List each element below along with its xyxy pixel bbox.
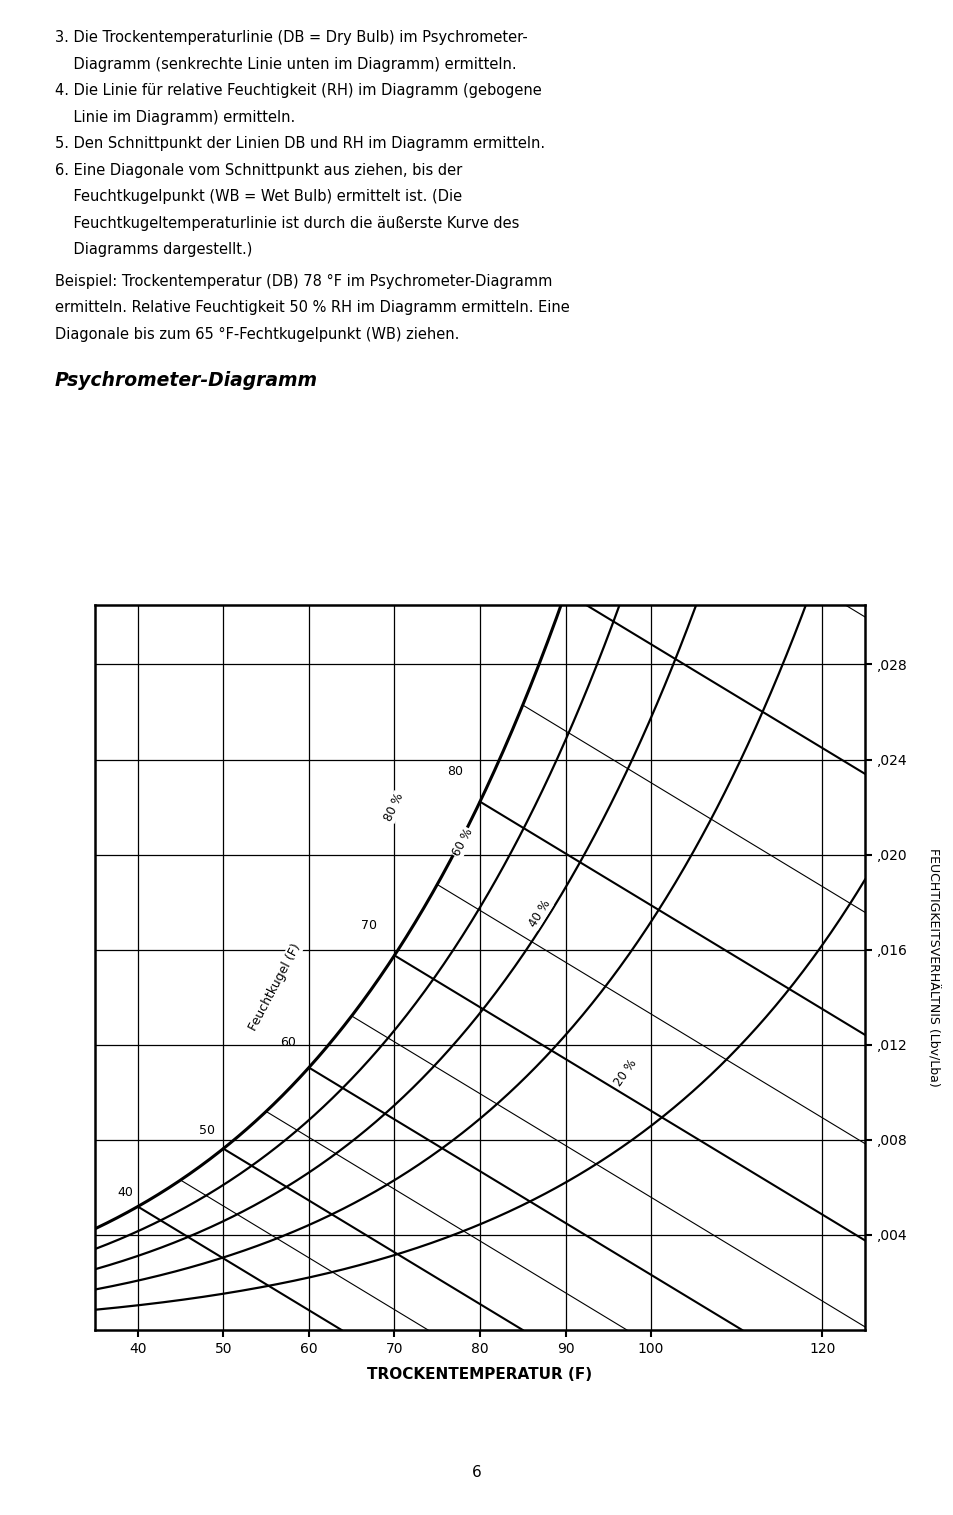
Text: Feuchtkugelpunkt (WB = Wet Bulb) ermittelt ist. (Die: Feuchtkugelpunkt (WB = Wet Bulb) ermitte… xyxy=(55,189,461,205)
X-axis label: TROCKENTEMPERATUR (F): TROCKENTEMPERATUR (F) xyxy=(367,1367,592,1382)
Text: ermitteln. Relative Feuchtigkeit 50 % RH im Diagramm ermitteln. Eine: ermitteln. Relative Feuchtigkeit 50 % RH… xyxy=(55,300,569,315)
Text: Beispiel: Trockentemperatur (DB) 78 °F im Psychrometer-Diagramm: Beispiel: Trockentemperatur (DB) 78 °F i… xyxy=(55,274,552,288)
Text: Diagramm (senkrechte Linie unten im Diagramm) ermitteln.: Diagramm (senkrechte Linie unten im Diag… xyxy=(55,56,517,71)
Text: 3. Die Trockentemperaturlinie (DB = Dry Bulb) im Psychrometer-: 3. Die Trockentemperaturlinie (DB = Dry … xyxy=(55,30,527,45)
Text: 6. Eine Diagonale vom Schnittpunkt aus ziehen, bis der: 6. Eine Diagonale vom Schnittpunkt aus z… xyxy=(55,162,462,177)
Text: 60 %: 60 % xyxy=(450,827,476,859)
Text: 80 %: 80 % xyxy=(382,791,406,823)
Text: 20 %: 20 % xyxy=(611,1057,639,1089)
Text: Psychrometer-Diagramm: Psychrometer-Diagramm xyxy=(55,371,317,389)
Text: Diagramms dargestellt.): Diagramms dargestellt.) xyxy=(55,242,253,258)
Text: 4. Die Linie für relative Feuchtigkeit (RH) im Diagramm (gebogene: 4. Die Linie für relative Feuchtigkeit (… xyxy=(55,83,541,98)
Text: 40: 40 xyxy=(117,1186,133,1200)
Text: FEUCHTIGKEITSVERHÄLTNIS (Lbv/Lba): FEUCHTIGKEITSVERHÄLTNIS (Lbv/Lba) xyxy=(926,848,939,1086)
Text: 50: 50 xyxy=(198,1124,214,1136)
Text: Feuchtkugel (F): Feuchtkugel (F) xyxy=(246,941,303,1033)
Text: Diagonale bis zum 65 °F-Fechtkugelpunkt (WB) ziehen.: Diagonale bis zum 65 °F-Fechtkugelpunkt … xyxy=(55,327,459,341)
Text: Linie im Diagramm) ermitteln.: Linie im Diagramm) ermitteln. xyxy=(55,109,294,124)
Text: 5. Den Schnittpunkt der Linien DB und RH im Diagramm ermitteln.: 5. Den Schnittpunkt der Linien DB und RH… xyxy=(55,136,544,152)
Text: 40 %: 40 % xyxy=(526,898,553,930)
Text: 80: 80 xyxy=(446,765,462,777)
Text: Feuchtkugeltemperaturlinie ist durch die äußerste Kurve des: Feuchtkugeltemperaturlinie ist durch die… xyxy=(55,215,518,230)
Text: 70: 70 xyxy=(361,918,377,932)
Text: 6: 6 xyxy=(472,1465,481,1480)
Text: 60: 60 xyxy=(280,1036,295,1048)
